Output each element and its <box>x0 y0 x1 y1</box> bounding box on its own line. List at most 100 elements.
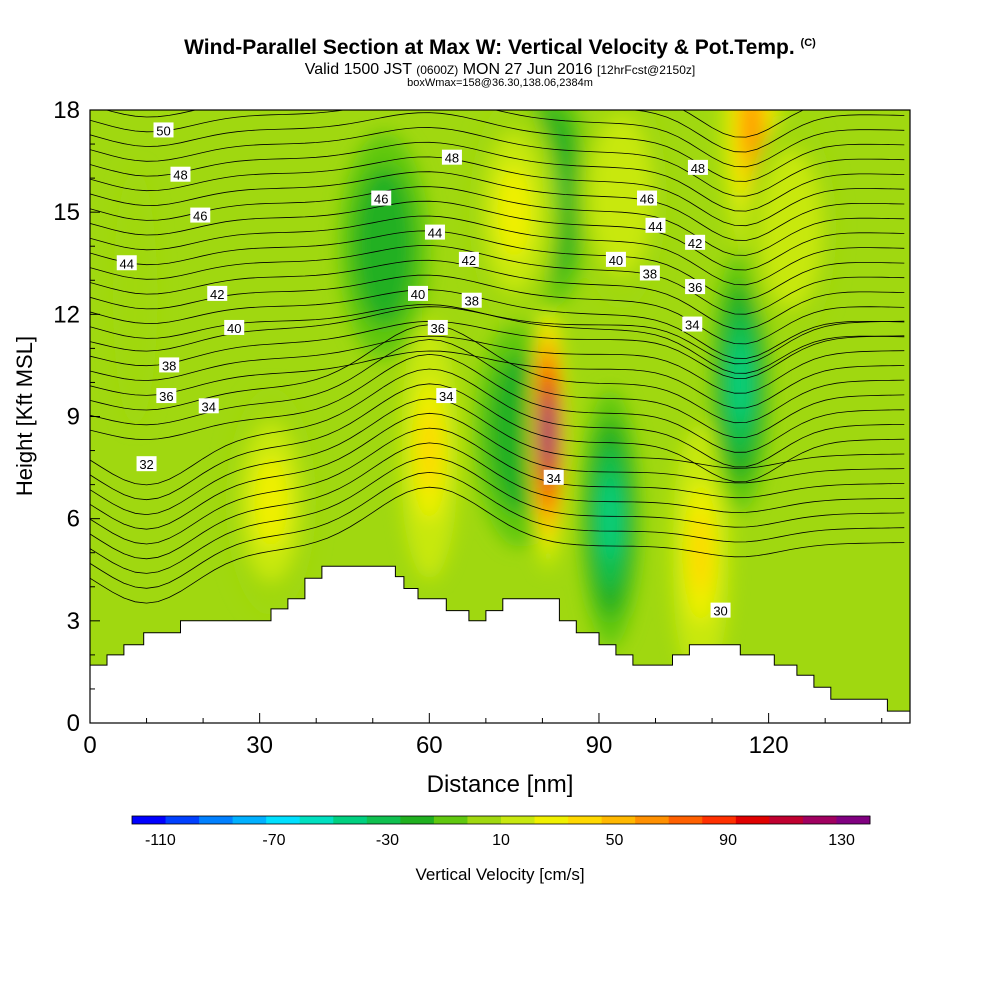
contour-label: 46 <box>637 190 658 207</box>
theta-contour <box>90 259 905 330</box>
colorbar-tick-label: 50 <box>606 832 624 849</box>
contour-label-box <box>116 255 137 271</box>
theta-contour <box>90 112 905 182</box>
theta-contour <box>90 427 905 545</box>
colorbar-swatch <box>501 816 536 824</box>
colorbar-frame <box>131 815 871 825</box>
contour-label-box <box>424 224 445 240</box>
y-tick-label: 15 <box>53 199 80 226</box>
contour-label-text: 48 <box>691 161 705 176</box>
contour-label: 42 <box>207 285 228 302</box>
contour-label-text: 34 <box>685 318 699 333</box>
contour-label: 34 <box>682 316 703 333</box>
velocity-cell <box>600 477 620 560</box>
x-axis-label: Distance [nm] <box>427 771 574 798</box>
colorbar-swatch <box>635 816 670 824</box>
contour-label: 48 <box>441 149 462 166</box>
contour-label: 40 <box>605 251 626 268</box>
contour-label: 44 <box>645 217 666 234</box>
colorbar-tick-label: 130 <box>828 832 855 849</box>
chart-box-info: boxWmax=158@36.30,138.06,2384m <box>407 77 593 89</box>
colorbar-swatch <box>735 816 770 824</box>
contour-label: 36 <box>156 388 177 404</box>
velocity-cell <box>122 226 148 368</box>
theta-contour <box>90 324 905 424</box>
contour-label-text: 30 <box>713 604 727 619</box>
contour-label-box <box>153 122 174 138</box>
contour-label-text: 46 <box>193 209 207 224</box>
contour-label-text: 34 <box>439 389 453 404</box>
y-axis-label: Height [Kft MSL] <box>12 336 37 496</box>
theta-contour <box>90 215 905 286</box>
contour-label-box <box>408 285 428 301</box>
contour-label-box <box>436 388 457 404</box>
contour-label-box <box>156 388 177 404</box>
y-tick-label: 18 <box>53 97 80 124</box>
contour-label-box <box>136 456 157 472</box>
contour-label-text: 38 <box>464 294 478 309</box>
contour-label-text: 48 <box>445 151 459 166</box>
contour-label-text: 46 <box>374 192 388 207</box>
x-tick-label: 30 <box>246 732 273 759</box>
colorbar-swatch <box>836 816 871 824</box>
velocity-cell <box>744 110 759 159</box>
contour-label-box <box>371 190 392 206</box>
theta-contour <box>90 186 905 256</box>
contour-label-box <box>190 207 211 223</box>
theta-contour <box>90 320 905 379</box>
chart-title: Wind-Parallel Section at Max W: Vertical… <box>184 36 816 59</box>
colorbar-swatch <box>165 816 200 824</box>
terrain <box>89 565 911 724</box>
contour-label-text: 36 <box>159 389 173 404</box>
colorbar-swatch <box>802 816 837 824</box>
colorbar-swatch <box>400 816 435 824</box>
contour-label: 42 <box>685 234 706 251</box>
contour-label-text: 36 <box>688 280 702 295</box>
colorbar-swatch <box>132 816 167 824</box>
colorbar-swatch <box>467 816 502 824</box>
velocity-cell <box>604 149 639 241</box>
colorbar-swatch <box>568 816 603 824</box>
theta-contour <box>90 200 905 271</box>
velocity-cell <box>254 455 288 548</box>
colorbar-tick-label: -30 <box>376 832 399 849</box>
velocity-cell <box>730 341 750 424</box>
theta-contour <box>90 127 905 197</box>
contour-label: 34 <box>198 398 219 414</box>
velocity-cell <box>503 387 537 480</box>
colorbar-swatch <box>769 816 804 824</box>
theta-contour <box>90 471 905 589</box>
theta-contour <box>90 486 905 604</box>
theta-contour <box>90 383 905 501</box>
chart-subtitle: Valid 1500 JST (0600Z) MON 27 Jun 2016 [… <box>304 61 696 78</box>
contour-labels: 50 48 46 44 42 40 38 36 34 32 48 46 44 42 40 38 36 34 34 48… <box>116 122 731 619</box>
contour-label-box <box>637 190 658 206</box>
y-tick-label: 0 <box>67 710 80 737</box>
contour-label: 48 <box>687 159 708 176</box>
contour-label-box <box>441 149 462 165</box>
velocity-cell <box>419 409 439 492</box>
y-tick-label: 3 <box>67 608 80 635</box>
theta-contour <box>90 368 905 486</box>
colorbar-swatch <box>702 816 737 824</box>
contour-label-text: 40 <box>411 287 425 302</box>
contour-label: 32 <box>136 456 157 472</box>
contour-label-box <box>687 159 708 175</box>
theta-contour <box>90 398 905 516</box>
contour-label: 38 <box>461 292 482 309</box>
contour-label-text: 32 <box>139 457 153 472</box>
contour-label-text: 42 <box>210 287 224 302</box>
y-tick-label: 12 <box>53 301 80 328</box>
theta-contour <box>90 350 905 409</box>
contour-label-text: 38 <box>162 358 176 373</box>
contour-label: 42 <box>458 251 479 268</box>
contour-label: 36 <box>427 319 448 336</box>
velocity-cell <box>367 200 401 292</box>
contour-label-text: 44 <box>120 256 134 271</box>
colorbar-swatch <box>299 816 334 824</box>
colorbar-swatch <box>366 816 401 824</box>
theta-contour <box>90 141 905 212</box>
colorbar-tick-label: 10 <box>492 832 510 849</box>
